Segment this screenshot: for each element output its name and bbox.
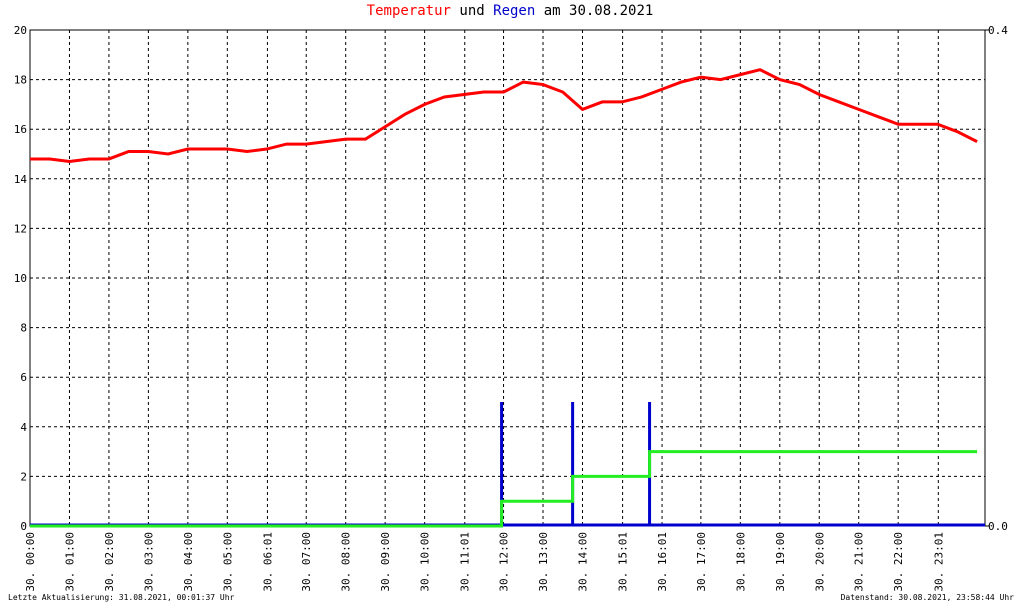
x-tick-label: 30. 19:00 xyxy=(774,532,787,592)
x-tick-label: 30. 09:00 xyxy=(379,532,392,592)
title-temperature: Temperatur xyxy=(367,3,451,19)
x-tick-label: 30. 15:01 xyxy=(617,532,630,592)
series-line xyxy=(30,450,978,528)
x-tick-label: 30. 02:00 xyxy=(103,532,116,592)
x-tick-label: 30. 10:00 xyxy=(419,532,432,592)
y-tick-label: 10 xyxy=(14,272,27,285)
rain-bar xyxy=(571,402,575,526)
x-tick-label: 30. 04:00 xyxy=(182,532,195,592)
x-tick-label: 30. 20:00 xyxy=(813,532,826,592)
x-tick-label: 30. 18:00 xyxy=(734,532,747,592)
chart-title: Temperatur und Regen am 30.08.2021 xyxy=(367,3,654,19)
x-tick-label: 30. 14:00 xyxy=(576,532,589,592)
x-tick-label: 30. 01:00 xyxy=(63,532,76,592)
x-tick-label: 30. 23:01 xyxy=(932,532,945,592)
x-tick-label: 30. 03:00 xyxy=(142,532,155,592)
x-tick-label: 30. 08:00 xyxy=(340,532,353,592)
x-tick-label: 30. 06:01 xyxy=(261,532,274,592)
y-tick-label: 6 xyxy=(20,371,27,384)
x-tick-label: 30. 05:00 xyxy=(221,532,234,592)
x-tick-label: 30. 16:01 xyxy=(656,532,669,592)
series-line xyxy=(30,68,978,163)
title-and: und xyxy=(459,3,484,19)
x-tick-label: 30. 07:00 xyxy=(300,532,313,592)
footer-left: Letzte Aktualisierung: 31.08.2021, 00:01… xyxy=(8,593,235,602)
y-tick-label: 0 xyxy=(20,520,27,533)
x-tick-label: 30. 22:00 xyxy=(892,532,905,592)
title-rain: Regen xyxy=(493,3,535,19)
footer-right: Datenstand: 30.08.2021, 23:58:44 Uhr xyxy=(841,593,1015,602)
y-tick-label: 2 xyxy=(20,470,27,483)
y-tick-label: 18 xyxy=(14,74,27,87)
x-tick-label: 30. 21:00 xyxy=(853,532,866,592)
y-tick-label: 16 xyxy=(14,123,27,136)
y-tick-label: 14 xyxy=(14,173,28,186)
x-tick-label: 30. 13:00 xyxy=(537,532,550,592)
title-date: am 30.08.2021 xyxy=(544,3,654,19)
y-tick-label: 4 xyxy=(20,421,27,434)
x-tick-label: 30. 11:01 xyxy=(459,532,472,592)
y2-tick-label: 0.4 xyxy=(988,24,1008,37)
x-tick-label: 30. 12:00 xyxy=(498,532,511,592)
y-tick-label: 12 xyxy=(14,222,27,235)
y2-tick-label: 0.0 xyxy=(988,520,1008,533)
rain-bar xyxy=(500,402,504,526)
y-tick-label: 20 xyxy=(14,24,27,37)
x-tick-label: 30. 17:00 xyxy=(695,532,708,592)
y-tick-label: 8 xyxy=(20,322,27,335)
x-tick-label: 30. 00:00 xyxy=(24,532,37,592)
